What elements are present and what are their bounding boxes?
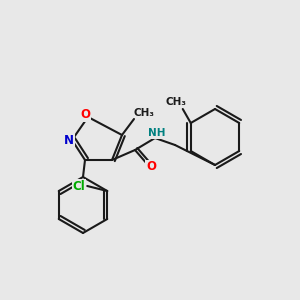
- Text: CH₃: CH₃: [134, 108, 155, 118]
- Text: O: O: [146, 160, 156, 173]
- Text: Cl: Cl: [73, 179, 85, 193]
- Text: NH: NH: [148, 128, 166, 138]
- Text: CH₃: CH₃: [165, 97, 186, 107]
- Text: O: O: [80, 109, 90, 122]
- Text: N: N: [64, 134, 74, 146]
